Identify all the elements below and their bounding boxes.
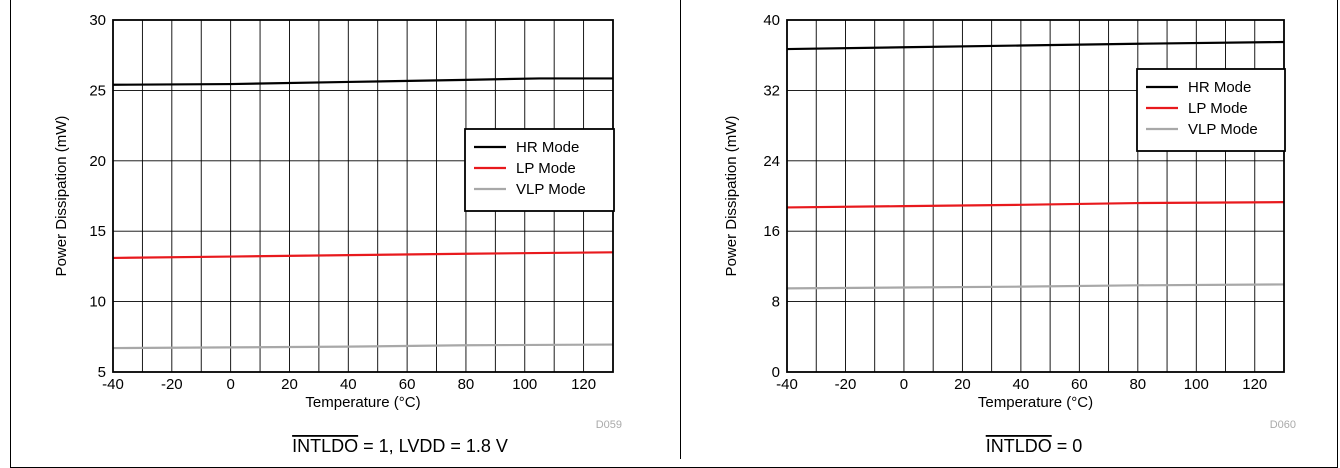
y-tick-label: 20 (89, 153, 106, 170)
series-line-vlp-mode (786, 283, 1285, 290)
legend-label: HR Mode (1188, 79, 1251, 96)
y-tick-label: 16 (763, 223, 780, 240)
plot-area-border (786, 19, 1285, 373)
y-tick-label: 30 (89, 12, 106, 29)
series-line-vlp-mode (112, 343, 614, 350)
x-tick-label: 20 (281, 376, 298, 393)
y-tick-label: 40 (763, 12, 780, 29)
x-tick-label: 40 (340, 376, 357, 393)
y-tick-label: 5 (98, 364, 106, 381)
figure-code: D059 (596, 419, 622, 431)
x-tick-label: -20 (835, 376, 857, 393)
y-axis-title: Power Dissipation (mW) (723, 116, 740, 277)
figure-code: D060 (1270, 419, 1296, 431)
y-tick-label: 10 (89, 294, 106, 311)
y-tick-label: 24 (763, 153, 780, 170)
x-tick-label: -40 (102, 376, 124, 393)
legend-box (1136, 68, 1286, 152)
x-tick-label: 60 (399, 376, 416, 393)
legend-label: VLP Mode (1188, 121, 1258, 138)
x-tick-label: -20 (161, 376, 183, 393)
caption: INTLDO = 0 (986, 436, 1083, 456)
series-line-hr-mode (786, 40, 1285, 51)
caption-rest: = 1, LVDD = 1.8 V (358, 436, 508, 456)
y-tick-label: 0 (772, 364, 780, 381)
series-line-hr-mode (112, 77, 613, 86)
panel-divider (680, 0, 681, 459)
x-tick-label: 0 (900, 376, 908, 393)
x-tick-label: -40 (776, 376, 798, 393)
x-tick-label: 120 (1242, 376, 1267, 393)
caption-overlined: INTLDO (292, 436, 358, 456)
caption-overlined: INTLDO (986, 436, 1052, 456)
x-tick-label: 80 (458, 376, 475, 393)
x-tick-label: 80 (1129, 376, 1146, 393)
x-axis-title: Temperature (°C) (978, 394, 1093, 411)
series-line-lp-mode (112, 251, 614, 260)
x-axis-title: Temperature (°C) (305, 394, 420, 411)
y-tick-label: 15 (89, 223, 106, 240)
chart-right: -40 -20 0 20 40 60 80 100 1200816243240Temperatu… (723, 12, 1296, 456)
y-axis-title: Power Dissipation (mW) (53, 116, 70, 277)
chart-left: -40 -20 0 20 40 60 80 100 120 5 10 15 20 25 30 Temperat… (53, 12, 622, 456)
y-tick-label: 8 (772, 294, 780, 311)
legend-label: HR Mode (516, 139, 579, 156)
x-tick-label: 20 (954, 376, 971, 393)
x-tick-label: 100 (1184, 376, 1209, 393)
legend-label: LP Mode (1188, 100, 1248, 117)
caption: INTLDO = 1, LVDD = 1.8 V (292, 436, 508, 456)
y-tick-label: 32 (763, 82, 780, 99)
x-tick-label: 40 (1013, 376, 1030, 393)
legend-box (464, 128, 615, 212)
x-tick-label: 100 (512, 376, 537, 393)
legend-label: VLP Mode (516, 181, 586, 198)
y-tick-label: 25 (89, 82, 106, 99)
x-tick-label: 60 (1071, 376, 1088, 393)
series-line-lp-mode (786, 201, 1285, 209)
x-tick-label: 0 (226, 376, 234, 393)
caption-rest: = 0 (1052, 436, 1083, 456)
legend-label: LP Mode (516, 160, 576, 177)
x-tick-label: 120 (571, 376, 596, 393)
